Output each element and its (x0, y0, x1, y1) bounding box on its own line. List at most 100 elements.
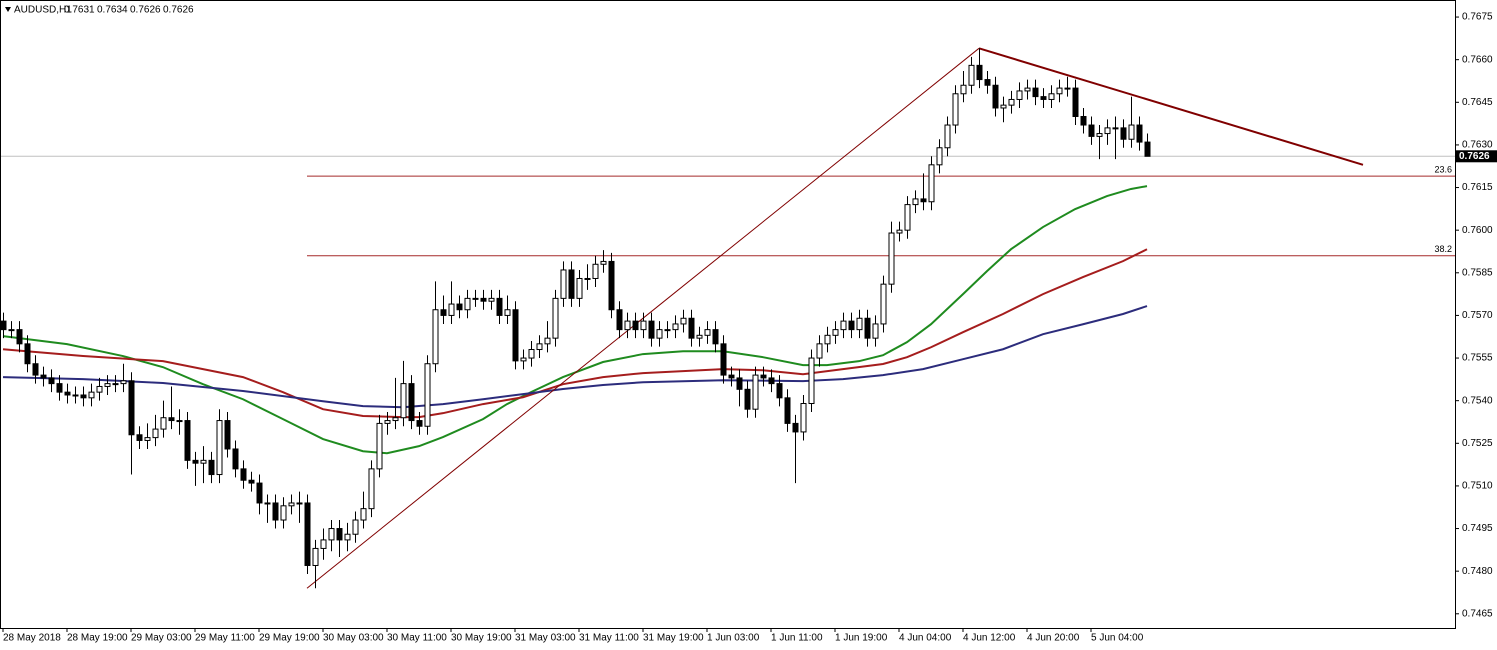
candle-body (872, 323, 879, 339)
candle-body (656, 329, 663, 339)
candle-body (112, 383, 119, 386)
x-tick-label: 5 Jun 04:00 (1091, 633, 1144, 644)
candle-body (200, 459, 207, 464)
candle-body (16, 329, 23, 345)
candle-body (1032, 87, 1039, 98)
candle-body (888, 232, 895, 285)
plot-area: 23.6 38.2 (0, 47, 1455, 589)
candle-body (832, 329, 839, 336)
candle-body (488, 297, 495, 302)
candle-body (896, 229, 903, 234)
candle-body (472, 297, 479, 300)
x-tick-label: 30 May 19:00 (451, 633, 512, 644)
candle-body (976, 64, 983, 81)
y-tick-label: 0.7600 (1462, 225, 1493, 236)
candle-body (136, 434, 143, 441)
candle-body (512, 309, 519, 362)
candle-body (608, 260, 615, 311)
candle-body (672, 323, 679, 331)
candle-body (800, 403, 807, 433)
x-tick-label: 31 May 19:00 (643, 633, 704, 644)
candle-body (904, 204, 911, 231)
candle-body (928, 164, 935, 203)
candle-body (1096, 133, 1103, 137)
candle-body (1080, 116, 1087, 126)
y-tick-label: 0.7465 (1462, 608, 1493, 619)
candle-body (536, 343, 543, 351)
candle-body (1048, 93, 1055, 100)
price-label-box (1456, 150, 1497, 163)
candle-body (224, 420, 231, 450)
candle-body (1000, 104, 1007, 109)
y-tick-label: 0.7660 (1462, 54, 1493, 65)
x-tick-label: 28 May 19:00 (67, 633, 128, 644)
candle-body (384, 420, 391, 424)
x-tick-label: 4 Jun 04:00 (899, 633, 952, 644)
fib-label: 38.2 (1434, 244, 1452, 254)
candle-body (168, 417, 175, 422)
y-tick-label: 0.7645 (1462, 97, 1493, 108)
candle-body (728, 374, 735, 379)
candle-body (1024, 87, 1031, 92)
x-tick-label: 1 Jun 11:00 (771, 633, 823, 644)
candle-body (424, 363, 431, 427)
y-tick-label: 0.7615 (1462, 182, 1493, 193)
price-label: 0.7626 (1459, 151, 1490, 162)
y-tick-label: 0.7495 (1462, 523, 1493, 534)
plot-border (0, 0, 1456, 629)
candle-body (304, 502, 311, 566)
candle-body (752, 374, 759, 410)
candle-body (792, 422, 799, 433)
candle-body (160, 417, 167, 430)
candle-body (1056, 87, 1063, 95)
candle-body (680, 317, 687, 325)
candle-body (272, 502, 279, 521)
y-tick-label: 0.7525 (1462, 438, 1493, 449)
candle-body (216, 420, 223, 476)
candle-body (824, 334, 831, 345)
x-tick-label: 4 Jun 12:00 (963, 633, 1016, 644)
candle-body (600, 260, 607, 265)
candle-body (1088, 124, 1095, 137)
candle-body (944, 124, 951, 149)
candle-body (352, 519, 359, 535)
candle-body (880, 283, 887, 325)
candle-body (952, 93, 959, 126)
candle-body (520, 357, 527, 362)
candle-body (8, 329, 15, 332)
candle-body (552, 297, 559, 339)
x-tick-label: 1 Jun 03:00 (707, 633, 760, 644)
candle-body (912, 198, 919, 206)
candle-body (648, 320, 655, 339)
x-tick-label: 29 May 03:00 (131, 633, 192, 644)
candle-body (960, 84, 967, 95)
candle-body (1008, 98, 1015, 106)
candle-body (240, 468, 247, 481)
candle-body (1072, 87, 1079, 118)
menu-arrow[interactable] (5, 7, 11, 12)
candle-body (584, 277, 591, 280)
candle-body (328, 528, 335, 541)
candle-body (1112, 127, 1119, 130)
candle-body (288, 502, 295, 507)
candle-body (848, 320, 855, 331)
trendline (978, 47, 1364, 166)
x-tick-label: 31 May 11:00 (579, 633, 639, 644)
candle-body (856, 317, 863, 331)
candle-body (640, 320, 647, 331)
candle-body (936, 147, 943, 166)
candle-body (56, 383, 63, 393)
candle-body (1064, 87, 1071, 90)
candle-body (616, 309, 623, 331)
chart-title: AUDUSD,H1 (14, 5, 72, 16)
candle-body (88, 391, 95, 399)
candle-body (392, 417, 399, 422)
candle-body (1104, 127, 1111, 135)
candle-body (1144, 141, 1151, 157)
candle-body (360, 508, 367, 521)
candle-body (416, 420, 423, 427)
candle-body (864, 317, 871, 339)
candle-body (128, 380, 135, 436)
candle-body (408, 383, 415, 422)
